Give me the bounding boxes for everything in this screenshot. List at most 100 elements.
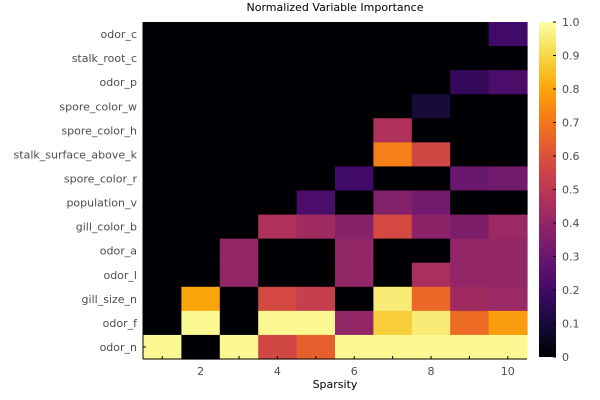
heatmap-cell <box>258 22 298 47</box>
heatmap-cell <box>143 70 182 95</box>
heatmap-cell <box>335 190 374 216</box>
y-tick-label: odor_a <box>100 245 137 258</box>
heatmap-cell <box>411 286 451 312</box>
y-tick-label: odor_l <box>103 269 137 282</box>
heatmap-cell <box>296 22 336 47</box>
heatmap-cell <box>373 94 413 119</box>
heatmap-cell <box>411 190 451 216</box>
heatmap-cell <box>219 22 259 47</box>
heatmap-cell <box>411 46 451 71</box>
heatmap-cell <box>181 22 221 47</box>
heatmap-cell <box>296 94 336 119</box>
heatmap-cell <box>335 46 374 71</box>
heatmap-cell <box>335 166 374 192</box>
heatmap-cell <box>335 310 374 336</box>
heatmap-cell <box>450 46 490 71</box>
heatmap-cell <box>181 334 221 360</box>
heatmap-cell <box>373 334 413 360</box>
colorbar-gradient <box>539 22 556 357</box>
heatmap-cell <box>450 166 490 192</box>
heatmap-cell <box>219 286 259 312</box>
heatmap-cell <box>450 22 490 47</box>
x-tick-label: 10 <box>501 365 515 378</box>
heatmap-cell <box>296 286 336 312</box>
heatmap-cell <box>181 166 221 192</box>
heatmap-cell <box>335 286 374 312</box>
y-tick-label: odor_n <box>100 341 137 354</box>
heatmap-cell <box>258 118 298 143</box>
heatmap-cell <box>219 238 259 264</box>
heatmap-cell <box>488 70 528 95</box>
heatmap-cell <box>143 310 182 336</box>
heatmap-cell <box>411 118 451 143</box>
heatmap-cell <box>411 142 451 168</box>
heatmap-cell <box>296 142 336 168</box>
heatmap-cell <box>181 262 221 288</box>
heatmap-cell <box>143 94 182 119</box>
heatmap-cells <box>143 22 528 360</box>
heatmap-cell <box>181 286 221 312</box>
y-tick-label: stalk_root_c <box>72 52 137 65</box>
heatmap-cell <box>488 238 528 264</box>
heatmap-cell <box>296 118 336 143</box>
heatmap-cell <box>219 142 259 168</box>
heatmap-cell <box>219 166 259 192</box>
heatmap-cell <box>296 310 336 336</box>
heatmap-cell <box>143 286 182 312</box>
heatmap-cell <box>450 262 490 288</box>
y-tick-label: spore_color_w <box>59 100 137 113</box>
heatmap-cell <box>258 286 298 312</box>
heatmap-cell <box>181 190 221 216</box>
heatmap-cell <box>450 190 490 216</box>
heatmap-cell <box>143 214 182 240</box>
heatmap-cell <box>258 214 298 240</box>
y-tick-label: odor_c <box>100 28 137 41</box>
heatmap-cell <box>373 286 413 312</box>
y-tick-label: spore_color_r <box>64 172 138 185</box>
colorbar-tick-label: 0.6 <box>562 150 580 163</box>
heatmap-cell <box>450 118 490 143</box>
heatmap-cell <box>258 262 298 288</box>
heatmap-cell <box>335 94 374 119</box>
heatmap-cell <box>219 46 259 71</box>
heatmap-cell <box>143 142 182 168</box>
heatmap-cell <box>335 22 374 47</box>
heatmap-cell <box>335 238 374 264</box>
heatmap-cell <box>488 214 528 240</box>
y-tick-label: stalk_surface_above_k <box>14 148 138 161</box>
heatmap-cell <box>373 190 413 216</box>
heatmap-cell <box>488 142 528 168</box>
heatmap-cell <box>296 166 336 192</box>
heatmap-cell <box>219 190 259 216</box>
y-tick-label: population_v <box>66 197 137 210</box>
heatmap-cell <box>143 334 182 360</box>
colorbar-tick-label: 1.0 <box>562 16 580 29</box>
heatmap-cell <box>450 94 490 119</box>
y-tick-label: gill_color_b <box>76 221 137 234</box>
y-axis: odor_c stalk_root_c odor_p spore_color_wspo… <box>14 22 146 359</box>
heatmap-cell <box>143 22 182 47</box>
heatmap-cell <box>296 334 336 360</box>
heatmap-cell <box>258 70 298 95</box>
colorbar-tick-label: 0.7 <box>562 117 580 130</box>
heatmap-cell <box>450 214 490 240</box>
heatmap-cell <box>411 214 451 240</box>
heatmap-cell <box>488 334 528 360</box>
heatmap-cell <box>258 46 298 71</box>
heatmap-cell <box>411 334 451 360</box>
heatmap-cell <box>488 46 528 71</box>
heatmap-cell <box>411 70 451 95</box>
heatmap-cell <box>488 22 528 47</box>
heatmap-cell <box>488 286 528 312</box>
heatmap-cell <box>143 190 182 216</box>
heatmap-cell <box>373 22 413 47</box>
x-tick-label: 4 <box>274 365 281 378</box>
heatmap-cell <box>296 214 336 240</box>
heatmap-cell <box>488 190 528 216</box>
heatmap-cell <box>373 238 413 264</box>
heatmap-cell <box>373 118 413 143</box>
heatmap-cell <box>450 334 490 360</box>
heatmap-cell <box>296 46 336 71</box>
heatmap-cell <box>181 118 221 143</box>
heatmap-cell <box>258 94 298 119</box>
